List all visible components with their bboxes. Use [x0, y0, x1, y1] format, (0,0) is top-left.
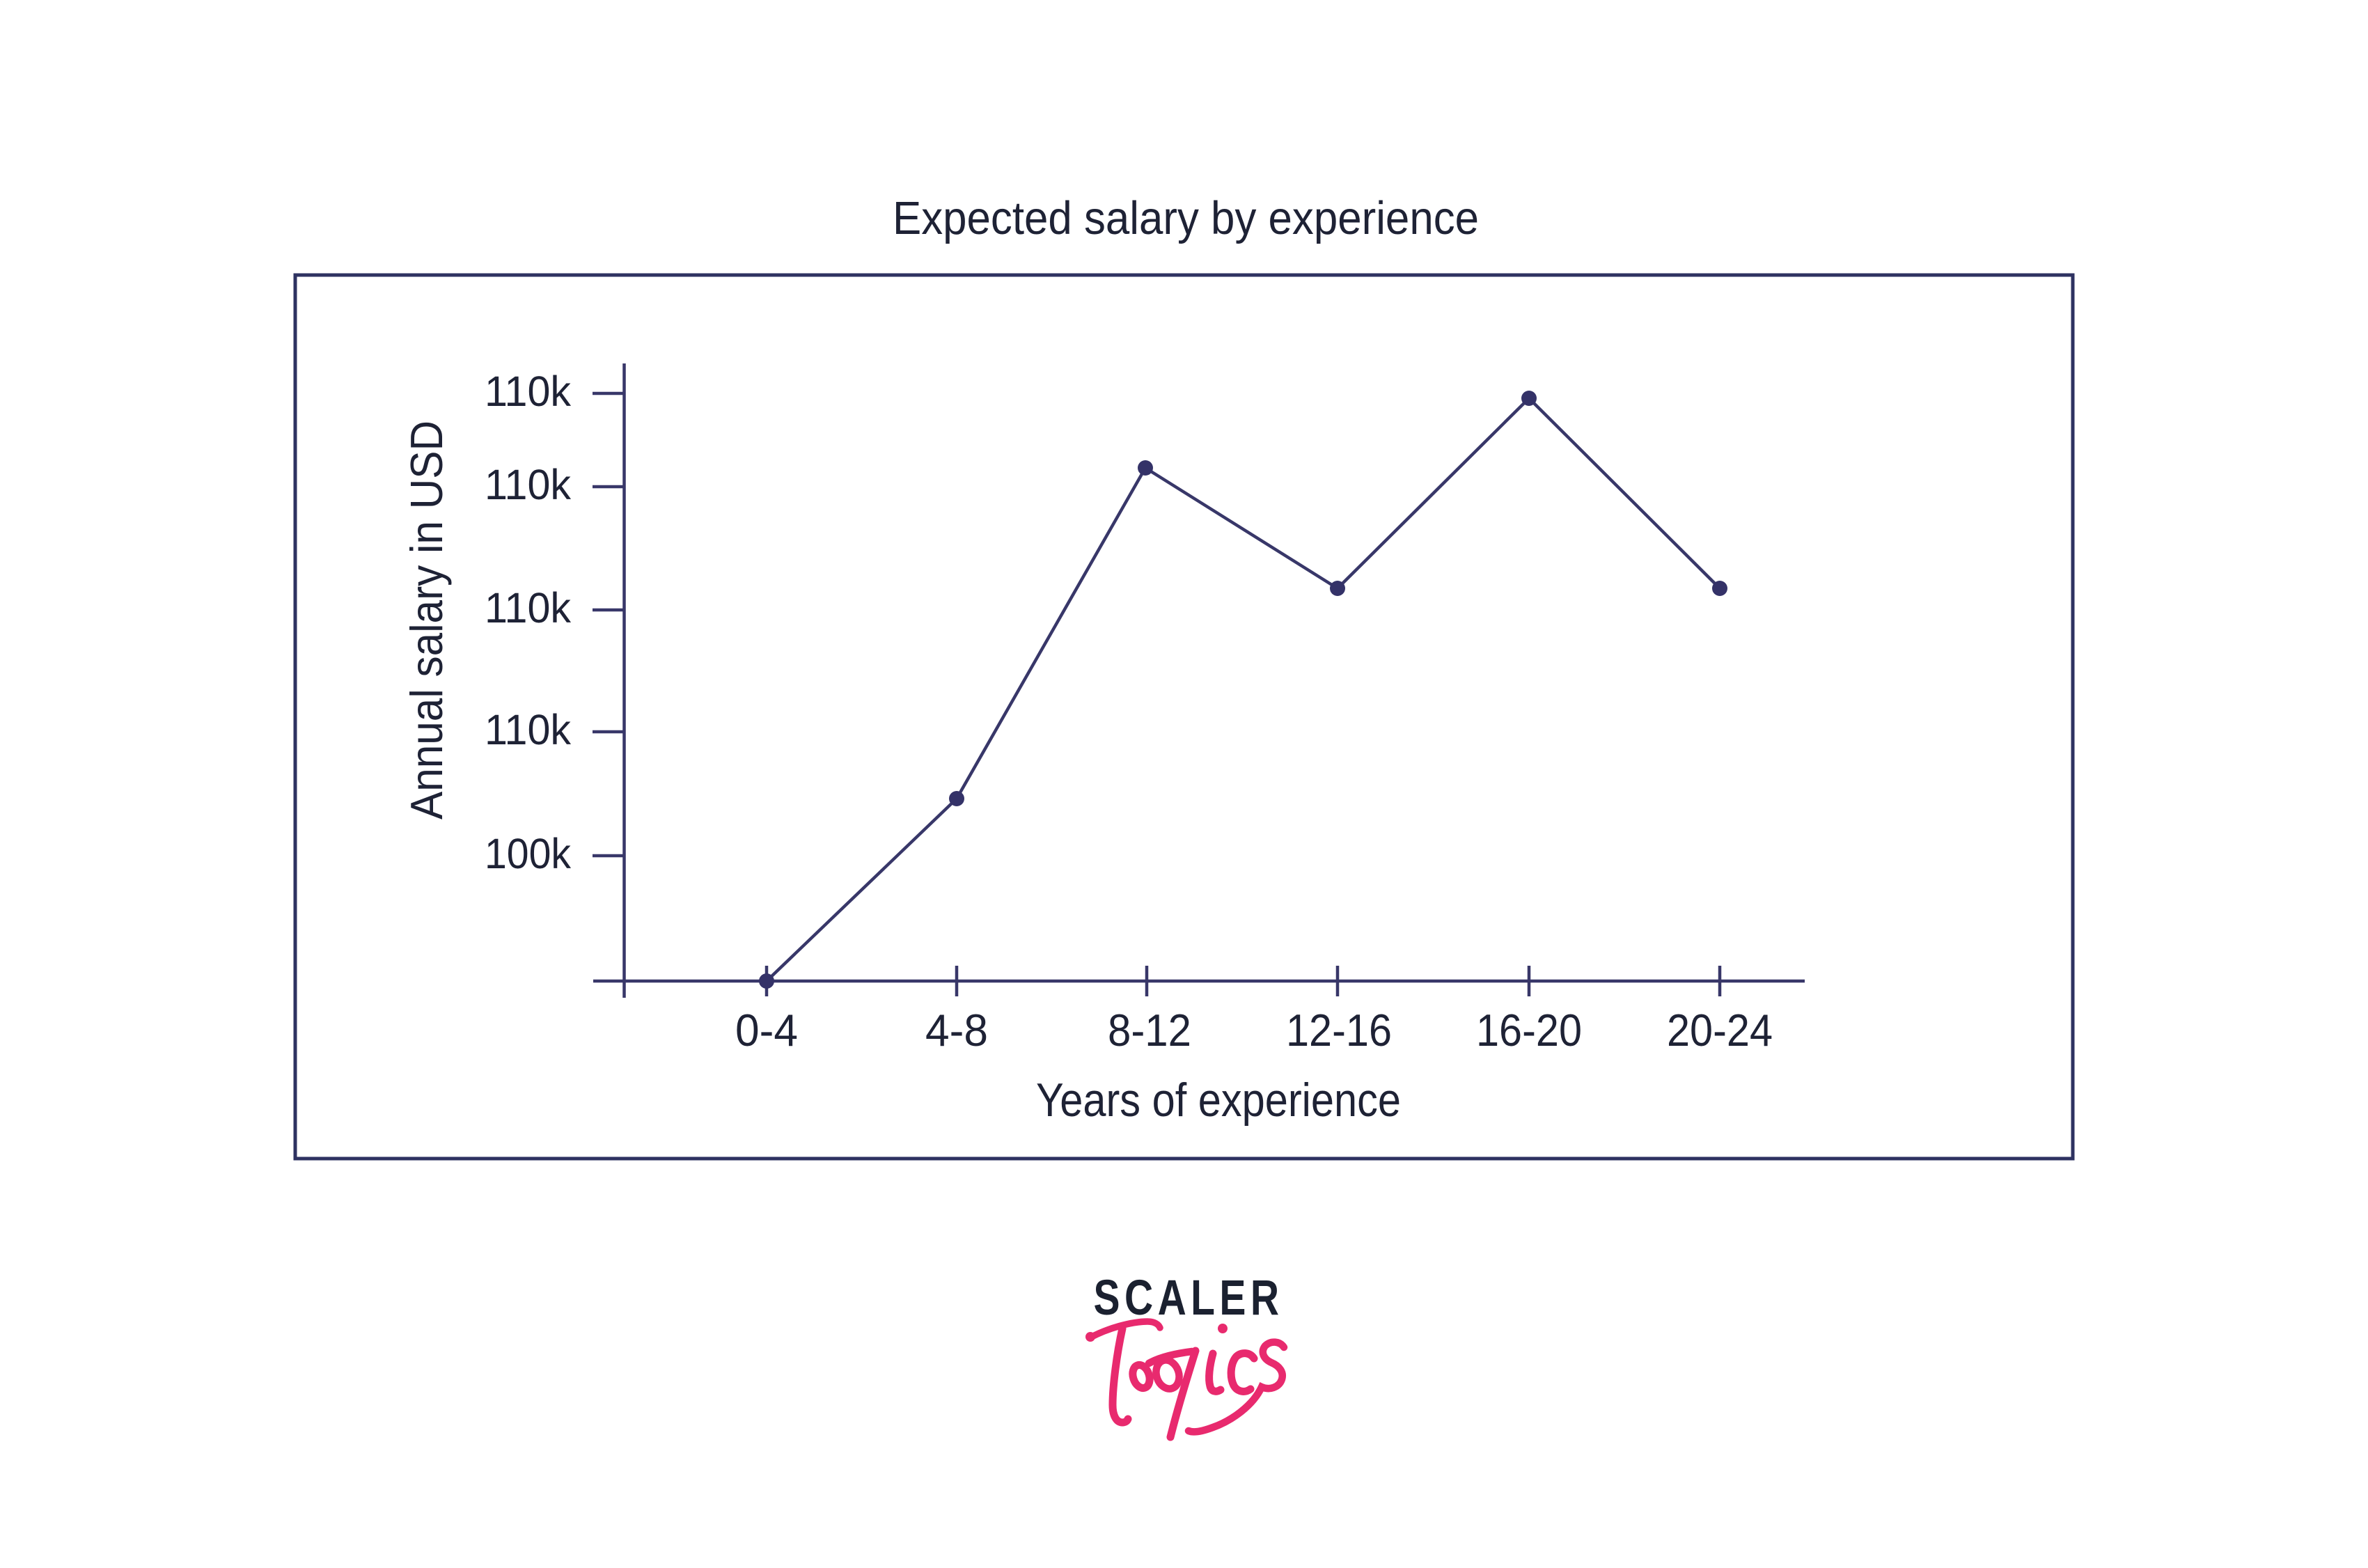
- svg-text:SCALER: SCALER: [1094, 1271, 1284, 1326]
- svg-text:110k: 110k: [485, 706, 571, 753]
- svg-text:4-8: 4-8: [925, 1005, 988, 1056]
- svg-text:Expected salary by experience: Expected salary by experience: [893, 192, 1479, 244]
- svg-text:16-20: 16-20: [1476, 1005, 1582, 1056]
- svg-text:20-24: 20-24: [1667, 1005, 1773, 1056]
- svg-text:110k: 110k: [485, 584, 571, 632]
- svg-text:110k: 110k: [485, 461, 571, 508]
- svg-text:0-4: 0-4: [735, 1005, 798, 1056]
- svg-text:8-12: 8-12: [1108, 1005, 1191, 1056]
- svg-text:Annual salary in USD: Annual salary in USD: [401, 421, 452, 820]
- svg-text:100k: 100k: [485, 830, 571, 877]
- svg-text:110k: 110k: [485, 368, 571, 415]
- svg-text:12-16: 12-16: [1286, 1005, 1392, 1056]
- svg-text:Years of experience: Years of experience: [1036, 1074, 1401, 1127]
